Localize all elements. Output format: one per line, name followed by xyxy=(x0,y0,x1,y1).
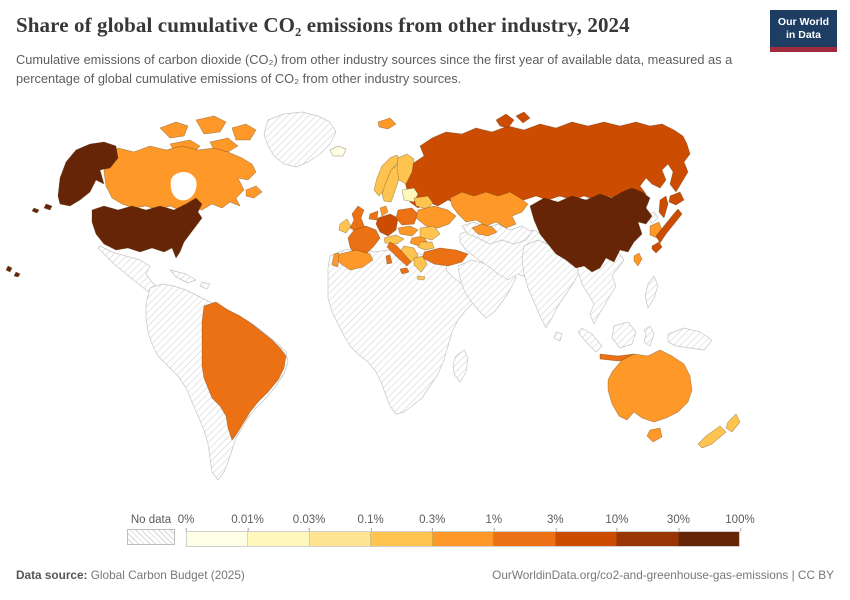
country-belarus[interactable] xyxy=(413,195,434,210)
country-sri-lanka[interactable] xyxy=(553,331,563,342)
country-greenland[interactable] xyxy=(263,111,337,168)
country-france[interactable] xyxy=(347,225,381,258)
legend-tick-label: 0.1% xyxy=(357,514,384,531)
credit-line[interactable]: OurWorldinData.org/co2-and-greenhouse-ga… xyxy=(492,568,834,582)
legend-ticks: 0% 0.01% 0.03% 0.1% 0.3% 1% 3% 10% 30% 100% xyxy=(178,514,755,531)
legend-tick-label: 100% xyxy=(725,514,755,531)
legend-bin[interactable] xyxy=(617,532,679,546)
country-japan[interactable] xyxy=(651,191,685,254)
country-usa-hawaii[interactable] xyxy=(5,265,21,278)
country-borneo[interactable] xyxy=(611,321,637,349)
legend-bin[interactable] xyxy=(678,532,739,546)
no-data-label: No data xyxy=(130,514,172,526)
country-russia-novaya-zemlya[interactable] xyxy=(495,111,531,129)
country-canada-arctic[interactable] xyxy=(159,115,257,155)
country-benelux[interactable] xyxy=(368,210,379,221)
country-russia-sakhalin[interactable] xyxy=(658,195,669,219)
country-ukraine[interactable] xyxy=(415,205,457,229)
country-africa[interactable] xyxy=(327,247,481,415)
world-map xyxy=(0,106,850,508)
legend-bin[interactable] xyxy=(432,532,495,546)
legend-bin[interactable] xyxy=(494,532,556,546)
legend-no-data[interactable]: No data xyxy=(125,514,177,545)
owid-logo-line2: in Data xyxy=(785,29,821,42)
country-greece[interactable] xyxy=(413,255,428,281)
hudson-bay xyxy=(170,172,197,201)
data-source: Data source: Global Carbon Budget (2025) xyxy=(16,568,245,582)
legend-bin[interactable] xyxy=(555,532,618,546)
country-australia[interactable] xyxy=(607,349,693,423)
owid-logo-line1: Our World xyxy=(777,16,830,28)
country-czech-slovakia[interactable] xyxy=(397,225,419,237)
country-new-guinea[interactable] xyxy=(667,327,713,351)
country-denmark[interactable] xyxy=(379,205,389,217)
country-taiwan[interactable] xyxy=(633,252,643,267)
country-ireland[interactable] xyxy=(338,218,352,234)
legend-bin[interactable] xyxy=(187,532,249,546)
legend-bin[interactable] xyxy=(371,532,433,546)
chart-subtitle: Cumulative emissions of carbon dioxide (… xyxy=(16,52,733,86)
country-new-zealand[interactable] xyxy=(697,413,741,449)
country-kazakhstan[interactable] xyxy=(449,191,529,229)
choropleth-svg xyxy=(5,111,741,481)
legend-tick-label: 0.3% xyxy=(419,514,446,531)
country-svalbard[interactable] xyxy=(377,117,397,130)
country-bulgaria[interactable] xyxy=(417,241,435,251)
country-russia[interactable] xyxy=(403,121,691,209)
data-source-label: Data source: xyxy=(16,568,88,582)
country-usa-alaska[interactable] xyxy=(31,141,119,214)
country-philippines[interactable] xyxy=(644,275,659,309)
country-finland[interactable] xyxy=(396,153,415,185)
legend-tick-label: 3% xyxy=(547,514,564,531)
country-turkey[interactable] xyxy=(422,247,469,267)
country-caribbean[interactable] xyxy=(169,269,211,290)
legend-tick-label: 0% xyxy=(177,514,195,531)
legend-tick-label: 0.01% xyxy=(231,514,264,531)
country-canada-newfoundland[interactable] xyxy=(245,185,263,199)
country-sumatra[interactable] xyxy=(577,327,603,353)
legend-tick-label: 10% xyxy=(605,514,629,531)
country-madagascar[interactable] xyxy=(452,349,469,383)
legend-tick-label: 1% xyxy=(485,514,503,531)
data-source-value: Global Carbon Budget (2025) xyxy=(87,568,245,582)
legend-tick-label: 30% xyxy=(666,514,690,531)
country-italy[interactable] xyxy=(385,241,412,275)
legend-color-bar[interactable] xyxy=(186,531,740,547)
country-austria-switzerland[interactable] xyxy=(383,234,405,245)
country-iceland[interactable] xyxy=(329,145,347,157)
legend-tick-label: 0.03% xyxy=(292,514,326,531)
map-legend: No data 0% 0.01% 0.03% 0.1% 0.3% 1% 3% 10% 30% 10… xyxy=(0,514,850,554)
country-caucasus[interactable] xyxy=(471,223,498,237)
chart-footer: Data source: Global Carbon Budget (2025)… xyxy=(16,568,834,582)
page-title: Share of global cumulative CO₂ emissions… xyxy=(16,13,630,37)
country-usa[interactable] xyxy=(91,197,203,259)
legend-bin[interactable] xyxy=(309,532,372,546)
no-data-swatch[interactable] xyxy=(127,529,175,545)
country-portugal[interactable] xyxy=(331,252,340,268)
country-romania[interactable] xyxy=(419,225,441,241)
legend-bin[interactable] xyxy=(248,532,310,546)
owid-logo[interactable]: Our World in Data xyxy=(770,10,837,53)
country-brazil[interactable] xyxy=(201,301,287,441)
country-germany[interactable] xyxy=(375,213,399,237)
country-poland[interactable] xyxy=(395,207,419,226)
country-sulawesi[interactable] xyxy=(643,325,655,347)
country-china[interactable] xyxy=(529,187,653,273)
country-australia-tasmania[interactable] xyxy=(646,427,663,443)
